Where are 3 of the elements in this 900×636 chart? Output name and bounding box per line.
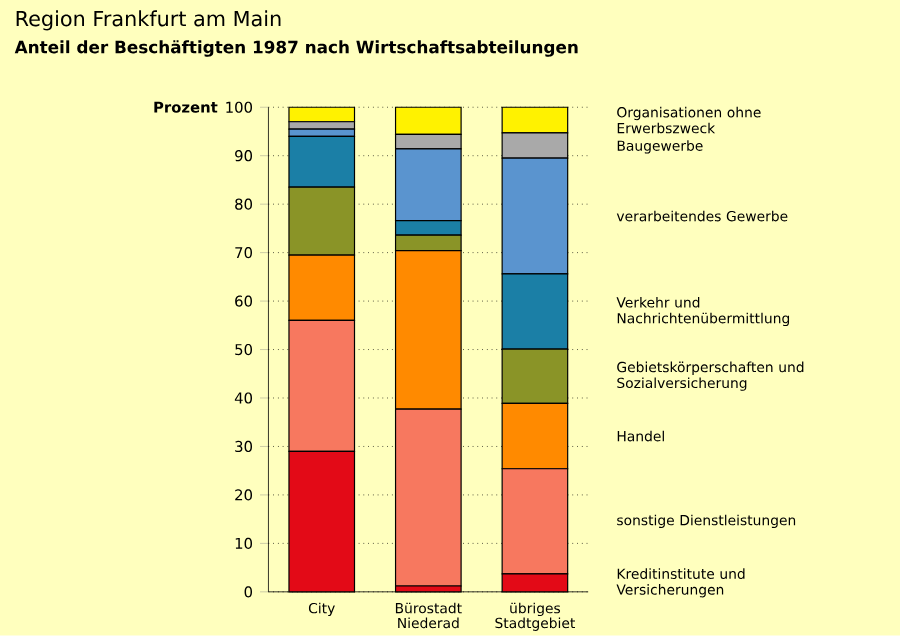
bar [288,106,356,123]
chart-title: Region Frankfurt am Main [16,10,281,31]
chart-subtitle: Anteil der Beschäftigten 1987 nach Wirtschaftsabteilungen [14,40,578,57]
